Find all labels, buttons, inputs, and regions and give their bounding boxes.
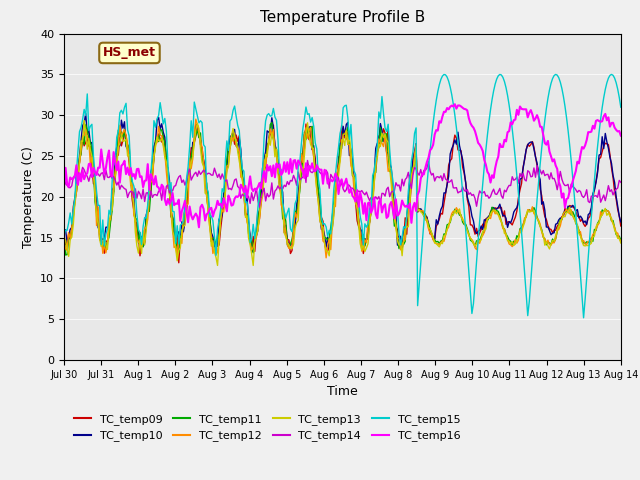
TC_temp10 (60, 228, 68, 233)
TC_temp09 (302, 121, 310, 127)
TC_temp14 (244, 194, 252, 200)
TC_temp16 (60, 185, 68, 191)
Text: HS_met: HS_met (103, 47, 156, 60)
TC_temp11 (228, 137, 236, 143)
TC_temp12 (589, 231, 596, 237)
Line: TC_temp15: TC_temp15 (64, 74, 621, 318)
X-axis label: Time: Time (327, 385, 358, 398)
TC_temp13 (257, 196, 265, 202)
Line: TC_temp14: TC_temp14 (64, 160, 621, 207)
TC_temp16 (451, 101, 459, 107)
TC_temp09 (617, 223, 625, 229)
TC_temp12 (228, 133, 236, 139)
TC_temp10 (307, 124, 314, 130)
TC_temp14 (303, 157, 311, 163)
TC_temp14 (307, 169, 314, 175)
TC_temp11 (255, 208, 263, 214)
TC_temp12 (246, 239, 254, 245)
TC_temp12 (129, 180, 136, 185)
TC_temp14 (129, 189, 136, 195)
Title: Temperature Profile B: Temperature Profile B (260, 11, 425, 25)
TC_temp09 (255, 216, 263, 222)
Line: TC_temp10: TC_temp10 (64, 113, 621, 252)
TC_temp09 (246, 232, 254, 238)
TC_temp16 (589, 123, 596, 129)
TC_temp14 (254, 198, 262, 204)
TC_temp11 (130, 207, 138, 213)
TC_temp16 (246, 174, 254, 180)
TC_temp13 (130, 200, 138, 206)
TC_temp12 (255, 216, 263, 222)
TC_temp16 (228, 203, 236, 208)
TC_temp11 (589, 239, 596, 244)
TC_temp16 (129, 173, 136, 179)
TC_temp15 (60, 232, 68, 238)
TC_temp14 (589, 194, 596, 200)
TC_temp15 (303, 111, 311, 117)
TC_temp09 (175, 260, 182, 265)
TC_temp10 (257, 198, 265, 204)
TC_temp12 (192, 116, 200, 122)
Y-axis label: Temperature (C): Temperature (C) (22, 146, 35, 248)
TC_temp10 (250, 249, 257, 255)
TC_temp12 (60, 240, 68, 246)
TC_temp15 (588, 214, 595, 220)
TC_temp10 (228, 133, 236, 139)
TC_temp15 (244, 213, 252, 219)
TC_temp14 (255, 204, 263, 210)
TC_temp13 (307, 142, 314, 147)
TC_temp11 (246, 238, 254, 244)
TC_temp13 (250, 263, 257, 268)
TC_temp10 (246, 234, 254, 240)
TC_temp13 (60, 235, 68, 241)
Legend: TC_temp09, TC_temp10, TC_temp11, TC_temp12, TC_temp13, TC_temp14, TC_temp15, TC_: TC_temp09, TC_temp10, TC_temp11, TC_temp… (70, 409, 465, 446)
TC_temp14 (226, 186, 234, 192)
TC_temp09 (589, 196, 596, 202)
TC_temp11 (617, 237, 625, 243)
TC_temp10 (589, 191, 596, 196)
Line: TC_temp16: TC_temp16 (64, 104, 621, 227)
TC_temp09 (307, 128, 314, 134)
TC_temp16 (617, 133, 625, 139)
TC_temp13 (81, 118, 88, 123)
TC_temp09 (228, 132, 236, 138)
TC_temp14 (60, 174, 68, 180)
Line: TC_temp12: TC_temp12 (64, 119, 621, 258)
TC_temp09 (129, 197, 136, 203)
TC_temp11 (268, 120, 276, 125)
TC_temp15 (226, 118, 234, 124)
TC_temp10 (617, 219, 625, 225)
TC_temp12 (305, 128, 313, 133)
TC_temp16 (195, 224, 203, 230)
TC_temp10 (130, 194, 138, 200)
TC_temp11 (60, 233, 68, 239)
TC_temp12 (617, 238, 625, 244)
Line: TC_temp09: TC_temp09 (64, 124, 621, 263)
TC_temp13 (246, 242, 254, 248)
TC_temp15 (607, 72, 615, 77)
TC_temp12 (323, 255, 330, 261)
TC_temp10 (82, 110, 90, 116)
TC_temp16 (305, 163, 313, 169)
TC_temp13 (228, 133, 236, 139)
TC_temp15 (254, 205, 262, 211)
TC_temp16 (255, 180, 263, 186)
TC_temp09 (60, 232, 68, 238)
TC_temp11 (307, 125, 314, 131)
TC_temp14 (617, 180, 625, 185)
Line: TC_temp13: TC_temp13 (64, 120, 621, 265)
TC_temp13 (617, 240, 625, 246)
Line: TC_temp11: TC_temp11 (64, 122, 621, 255)
TC_temp15 (129, 179, 136, 184)
TC_temp15 (580, 315, 588, 321)
TC_temp13 (589, 234, 596, 240)
TC_temp11 (61, 252, 69, 258)
TC_temp15 (617, 104, 625, 110)
